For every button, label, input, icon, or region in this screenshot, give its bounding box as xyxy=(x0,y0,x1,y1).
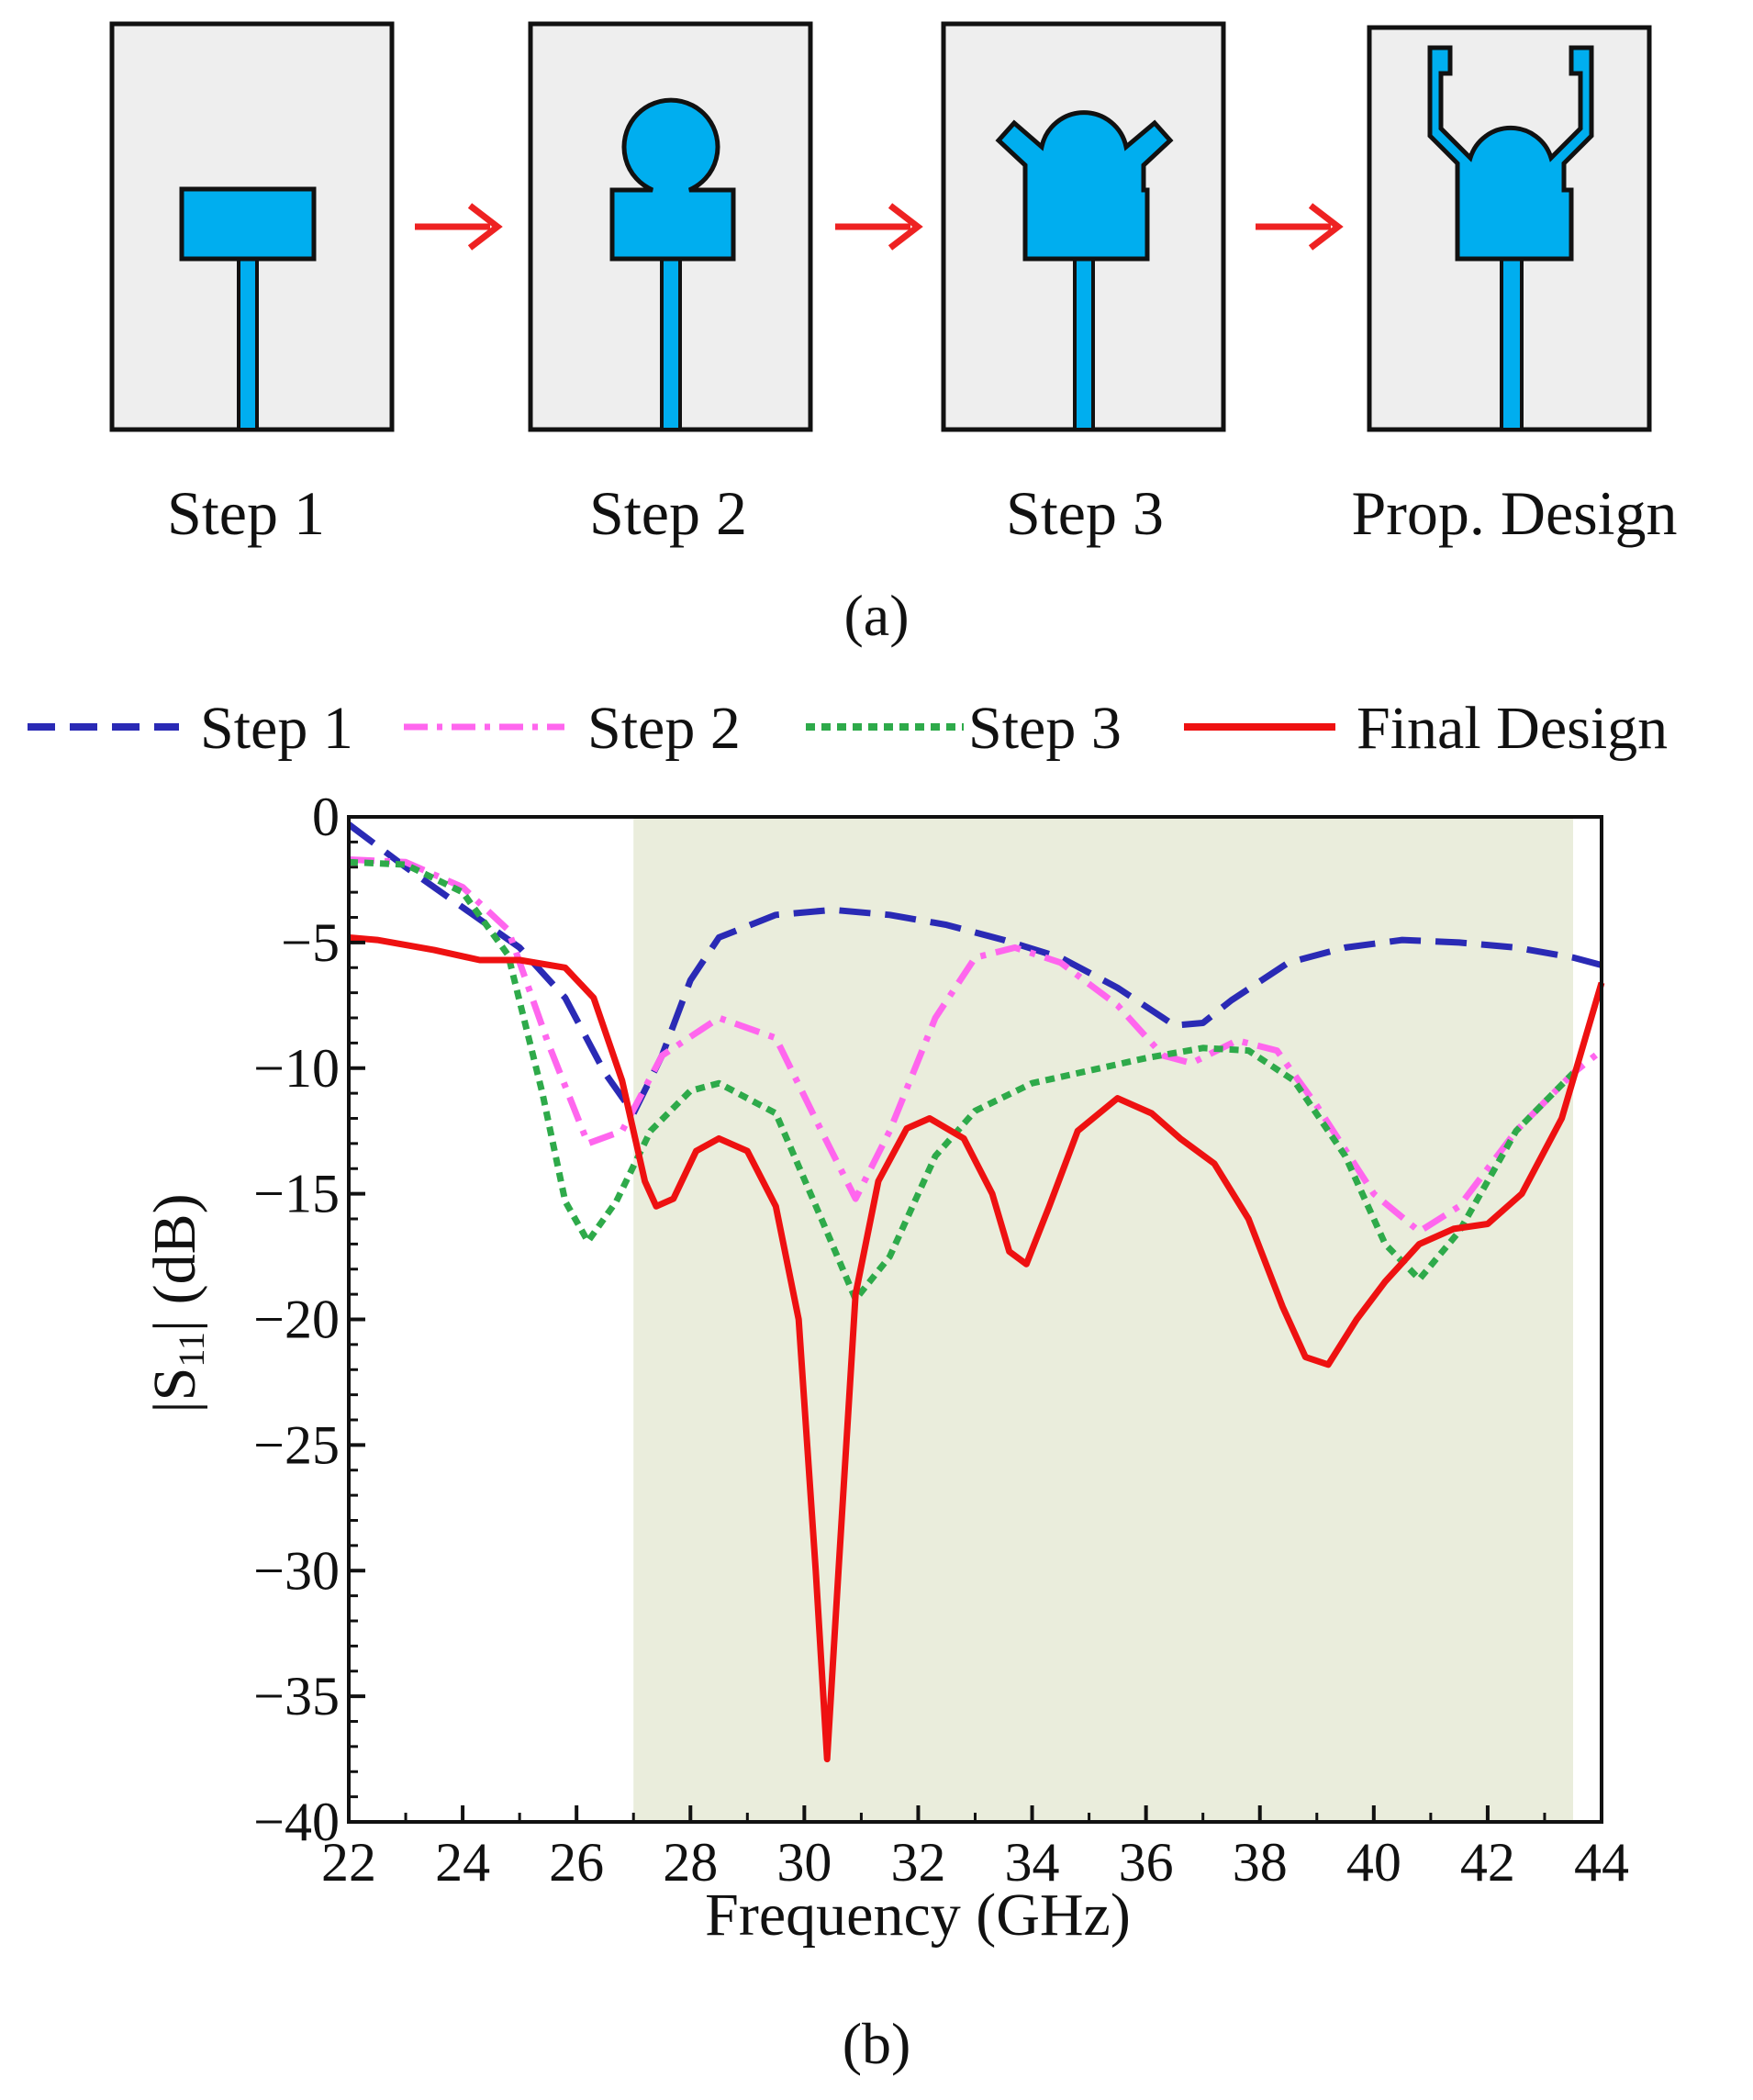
shaded-band xyxy=(633,819,1573,1822)
step-label-3: Step 3 xyxy=(1006,478,1164,548)
legend-label-step-3: Step 3 xyxy=(968,695,1122,762)
series-line-step-2 xyxy=(348,856,1604,1235)
x-tick-label: 38 xyxy=(1233,1832,1288,1893)
y-axis-title-sub: 11 xyxy=(171,1332,212,1368)
step-1-feedline xyxy=(237,255,259,431)
x-tick-label: 26 xyxy=(549,1832,604,1893)
arrow-1 xyxy=(415,203,503,251)
y-tick-label: 0 xyxy=(312,787,340,847)
x-tick-label: 32 xyxy=(890,1832,945,1893)
y-tick-label: −25 xyxy=(253,1414,340,1475)
x-tick-label: 22 xyxy=(321,1832,376,1893)
x-tick-label: 30 xyxy=(776,1832,832,1893)
prop-design-patch xyxy=(1427,45,1594,262)
arrow-3 xyxy=(1256,203,1344,251)
series-line-step-1 xyxy=(346,821,1602,1117)
step-label-1: Step 1 xyxy=(167,478,325,548)
y-tick-label: −10 xyxy=(253,1038,340,1099)
y-tick-label: −35 xyxy=(253,1666,340,1726)
step-3-feedline xyxy=(1073,255,1095,431)
legend-label-step-2: Step 2 xyxy=(587,695,741,762)
step-2-feedline xyxy=(660,255,682,431)
step-label-2: Step 2 xyxy=(589,478,747,548)
step-label-prop-design: Prop. Design xyxy=(1351,478,1677,548)
series-layer xyxy=(346,821,1605,1763)
legend-label-step-1: Step 1 xyxy=(200,695,353,762)
step-1-patch xyxy=(179,186,317,262)
x-tick-label: 40 xyxy=(1346,1832,1401,1893)
prop-design-antenna xyxy=(1367,25,1652,432)
series-line-step-3 xyxy=(348,858,1576,1303)
x-tick-label: 44 xyxy=(1574,1832,1629,1893)
y-tick-labels: 0 −5 −10 −15 −20 −25 −30 −35 −40 xyxy=(253,787,340,1852)
legend-label-final-design: Final Design xyxy=(1357,695,1668,762)
y-tick-label: −30 xyxy=(253,1540,340,1601)
s11-plot: 22 24 26 28 30 32 34 36 38 40 42 44 0 −5 −10 −15 −20 −25… xyxy=(141,787,1629,2076)
arrow-2 xyxy=(835,203,923,251)
y-tick-label: −40 xyxy=(253,1792,340,1852)
x-tick-label: 28 xyxy=(663,1832,718,1893)
y-axis-title-tail: | (dB) xyxy=(141,1193,208,1332)
x-tick-label: 34 xyxy=(1005,1832,1060,1893)
series-line-final-design xyxy=(348,933,1605,1763)
y-tick-label: −15 xyxy=(253,1164,340,1224)
x-tick-label: 24 xyxy=(435,1832,490,1893)
y-tick-label: −20 xyxy=(253,1290,340,1350)
x-tick-label: 36 xyxy=(1119,1832,1174,1893)
step-1-antenna xyxy=(109,21,395,432)
legend: Step 1 Step 2 Step 3 Final Design xyxy=(28,695,1668,762)
step-2-antenna xyxy=(528,21,813,432)
plot-frame xyxy=(347,815,1603,1824)
x-tick-labels: 22 24 26 28 30 32 34 36 38 40 42 44 xyxy=(321,1832,1629,1893)
x-axis-title: Frequency (GHz) xyxy=(705,1882,1131,1949)
y-tick-label: −5 xyxy=(281,912,340,973)
panel-b-caption: (b) xyxy=(843,2011,911,2076)
step-3-antenna xyxy=(941,21,1226,432)
y-axis-title-main: |S xyxy=(141,1368,208,1413)
x-tick-label: 42 xyxy=(1460,1832,1515,1893)
prop-design-feedline xyxy=(1500,255,1524,431)
step-3-patch xyxy=(995,110,1174,262)
step-2-patch xyxy=(609,97,736,262)
panel-a-caption: (a) xyxy=(843,583,909,648)
y-axis-title: |S11| (dB) xyxy=(141,1193,212,1413)
panel-a: Step 1 Step 2 Step 3 Prop. Design (a) xyxy=(109,21,1678,648)
